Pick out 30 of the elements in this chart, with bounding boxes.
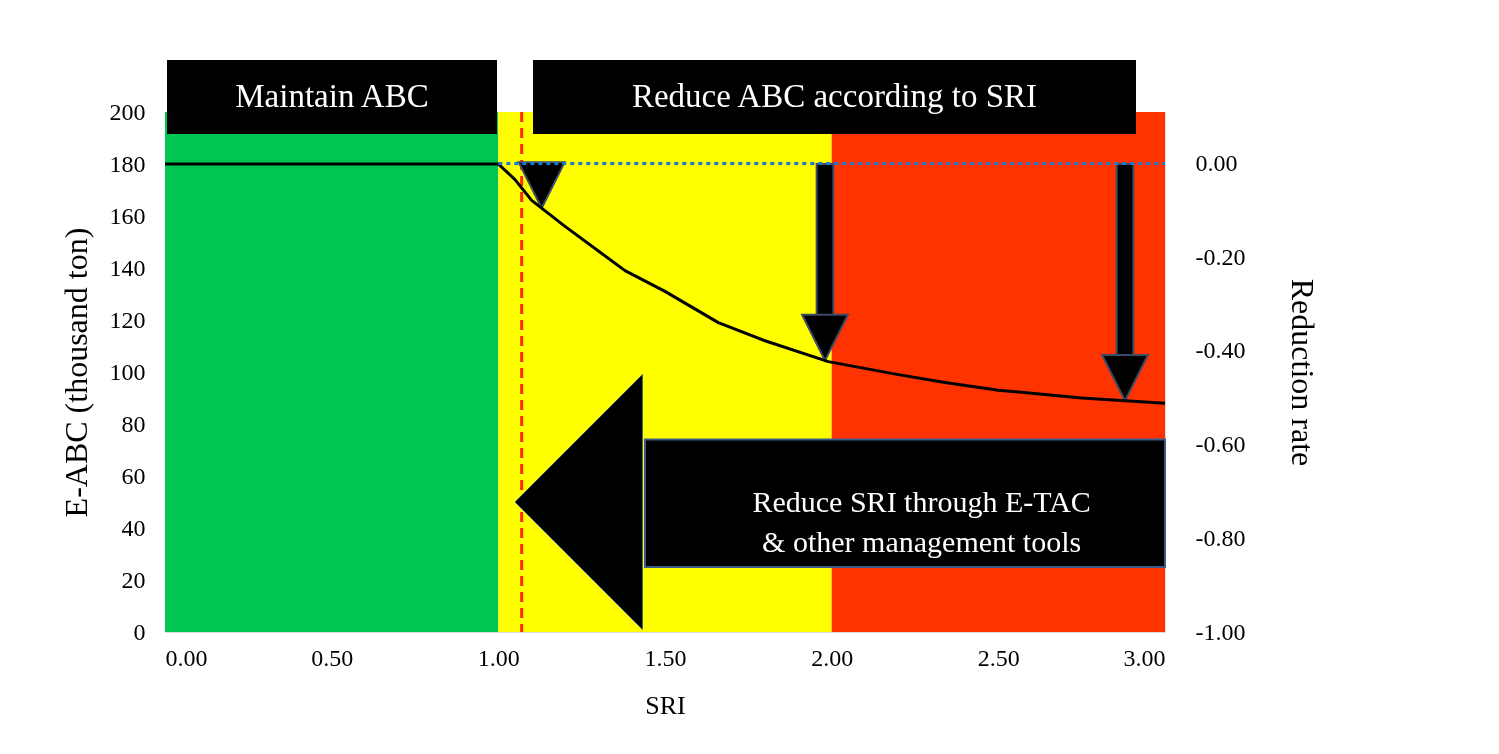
y-tick-label: 120 (109, 306, 146, 333)
y-tick-label: 100 (109, 358, 146, 385)
y-tick-label: 0 (133, 618, 146, 645)
y2-tick-label: -0.20 (1195, 243, 1246, 270)
y-tick-label: 140 (109, 254, 146, 281)
y2-tick-label: -0.60 (1195, 431, 1246, 458)
annotation: Maintain ABC (235, 78, 429, 114)
x-tick-label: 3.00 (1123, 644, 1166, 671)
x-tick-label: 2.50 (977, 644, 1020, 671)
y2-tick-label: 0.00 (1195, 150, 1238, 177)
x-tick-label: 1.50 (644, 644, 687, 671)
y-tick-label: 160 (109, 202, 146, 229)
annotation: Reduce SRI through E-TAC & other management tools (752, 485, 1091, 559)
x-axis-title: SRI (645, 690, 686, 720)
y-axis-title: E-ABC (thousand ton) (57, 227, 94, 518)
x-tick-label: 0.50 (311, 644, 354, 671)
annotation: Reduce ABC according to SRI (631, 78, 1038, 114)
y2-tick-label: -0.40 (1195, 337, 1246, 364)
x-tick-label: 2.00 (811, 644, 854, 671)
x-tick-label: 1.00 (477, 644, 520, 671)
y-tick-label: 20 (121, 566, 146, 593)
x-tick-label: 0.00 (165, 644, 208, 671)
y-tick-label: 180 (109, 150, 146, 177)
y-tick-label: 40 (121, 514, 146, 541)
y2-axis-title: Reduction rate (1285, 278, 1322, 467)
y-tick-label: 200 (109, 98, 146, 125)
y2-tick-label: -0.80 (1195, 524, 1246, 551)
y-tick-label: 60 (121, 462, 146, 489)
y-tick-label: 80 (121, 410, 146, 437)
y2-tick-label: -1.00 (1195, 618, 1246, 645)
